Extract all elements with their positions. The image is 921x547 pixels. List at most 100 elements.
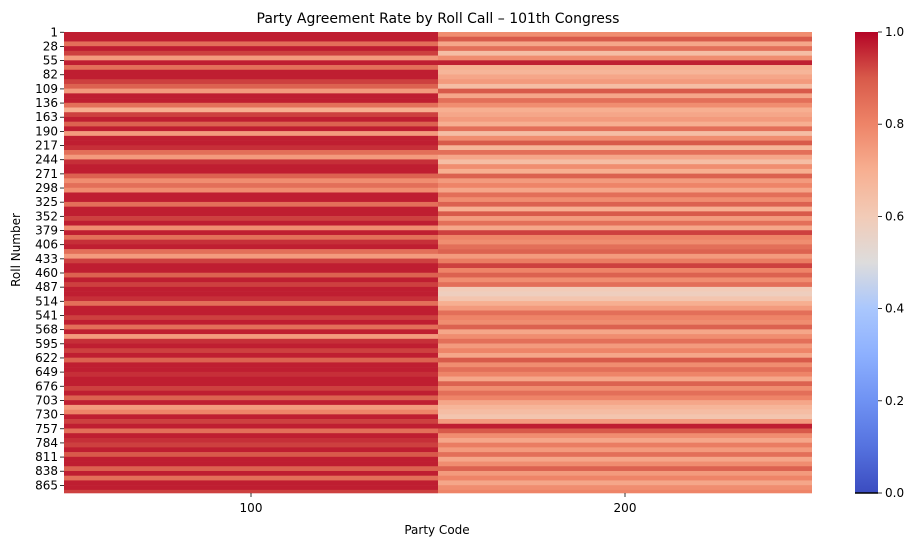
heatmap-cell: [438, 343, 812, 349]
heatmap-cell: [64, 452, 438, 458]
heatmap-cell: [64, 183, 438, 189]
colorbar-tick-label: 0.2: [885, 394, 904, 408]
heatmap-cell: [64, 268, 438, 274]
y-tick-label: 541: [35, 308, 58, 322]
heatmap-cell: [64, 253, 438, 259]
heatmap-cell: [438, 187, 812, 193]
y-tick-label: 28: [43, 39, 58, 53]
heatmap-cell: [64, 154, 438, 160]
heatmap-cell: [64, 324, 438, 330]
heatmap-cell: [438, 88, 812, 94]
heatmap-cell: [64, 225, 438, 231]
y-tick-label: 487: [35, 280, 58, 294]
heatmap-cell: [438, 65, 812, 71]
heatmap-cell: [438, 319, 812, 325]
heatmap-cell: [64, 239, 438, 245]
heatmap-cell: [438, 296, 812, 302]
heatmap-cell: [64, 310, 438, 316]
heatmap-cell: [64, 277, 438, 283]
heatmap-cell: [64, 74, 438, 80]
heatmap-cell: [438, 79, 812, 85]
colorbar-ticks: 0.0 0.2 0.4 0.6 0.8 1.0: [878, 25, 904, 500]
heatmap-cell: [64, 197, 438, 203]
heatmap-cell: [64, 249, 438, 255]
heatmap-cell: [438, 168, 812, 174]
heatmap-cell: [64, 206, 438, 212]
y-tick-label: 433: [35, 252, 58, 266]
heatmap-cell: [438, 211, 812, 217]
heatmap-cell: [64, 107, 438, 113]
heatmap-cell: [438, 277, 812, 283]
heatmap-cell: [438, 400, 812, 406]
heatmap-cell: [438, 395, 812, 401]
heatmap-cell: [438, 324, 812, 330]
heatmap-cell: [438, 249, 812, 255]
heatmap-cell: [438, 32, 812, 38]
heatmap-cell: [64, 456, 438, 462]
heatmap-cell: [438, 489, 812, 494]
y-tick-label: 703: [35, 393, 58, 407]
y-tick-label: 622: [35, 351, 58, 365]
heatmap-cell: [438, 201, 812, 207]
x-axis-label: Party Code: [404, 523, 469, 537]
y-tick-label: 649: [35, 365, 58, 379]
heatmap-cell: [64, 46, 438, 52]
y-tick-label: 730: [35, 408, 58, 422]
heatmap-cell: [64, 121, 438, 127]
heatmap-cell: [64, 126, 438, 132]
y-tick-label: 568: [35, 323, 58, 337]
heatmap-cell: [64, 390, 438, 396]
heatmap-cell: [438, 178, 812, 184]
heatmap-cell: [438, 452, 812, 458]
heatmap-cell: [64, 480, 438, 486]
heatmap-cell: [438, 197, 812, 203]
y-tick-label: 352: [35, 209, 58, 223]
heatmap-cell: [438, 437, 812, 443]
heatmap-cell: [438, 409, 812, 415]
heatmap-cell: [64, 60, 438, 66]
heatmap-cell: [438, 244, 812, 250]
heatmap-cell: [438, 338, 812, 344]
heatmap-cell: [438, 367, 812, 373]
heatmap-cell: [438, 126, 812, 132]
y-tick-label: 514: [35, 294, 58, 308]
heatmap-cell: [438, 69, 812, 75]
heatmap-cell: [64, 291, 438, 297]
heatmap-cell: [64, 296, 438, 302]
heatmap-cell: [64, 244, 438, 250]
heatmap-cell: [438, 386, 812, 392]
heatmap-cell: [64, 112, 438, 118]
heatmap-cell: [438, 428, 812, 434]
heatmap-cell: [64, 192, 438, 198]
heatmap-cell: [438, 173, 812, 179]
heatmap-cell: [438, 282, 812, 288]
heatmap-cell: [64, 386, 438, 392]
heatmap-cell: [64, 319, 438, 325]
heatmap-cell: [64, 461, 438, 467]
heatmap-cell: [438, 164, 812, 170]
colorbar-tick-label: 1.0: [885, 25, 904, 39]
heatmap-cell: [64, 475, 438, 481]
heatmap-cell: [64, 466, 438, 472]
heatmap-cell: [64, 419, 438, 425]
heatmap-cell: [438, 253, 812, 259]
colorbar-tick-label: 0.8: [885, 117, 904, 131]
heatmap-cell: [64, 282, 438, 288]
heatmap-cell: [438, 480, 812, 486]
heatmap-cell: [64, 442, 438, 448]
heatmap-cell: [64, 234, 438, 240]
y-tick-label: 298: [35, 181, 58, 195]
heatmap-cell: [64, 485, 438, 491]
y-tick-label: 271: [35, 167, 58, 181]
heatmap-cell: [64, 55, 438, 61]
heatmap-cell: [64, 329, 438, 335]
heatmap-cell: [64, 145, 438, 151]
heatmap-cell: [438, 263, 812, 269]
heatmap-cell: [64, 348, 438, 354]
heatmap-cell: [64, 116, 438, 122]
heatmap-cell: [438, 414, 812, 420]
heatmap-cell: [438, 348, 812, 354]
heatmap-cell: [438, 268, 812, 274]
heatmap-cell: [64, 150, 438, 156]
heatmap-cell: [438, 466, 812, 472]
